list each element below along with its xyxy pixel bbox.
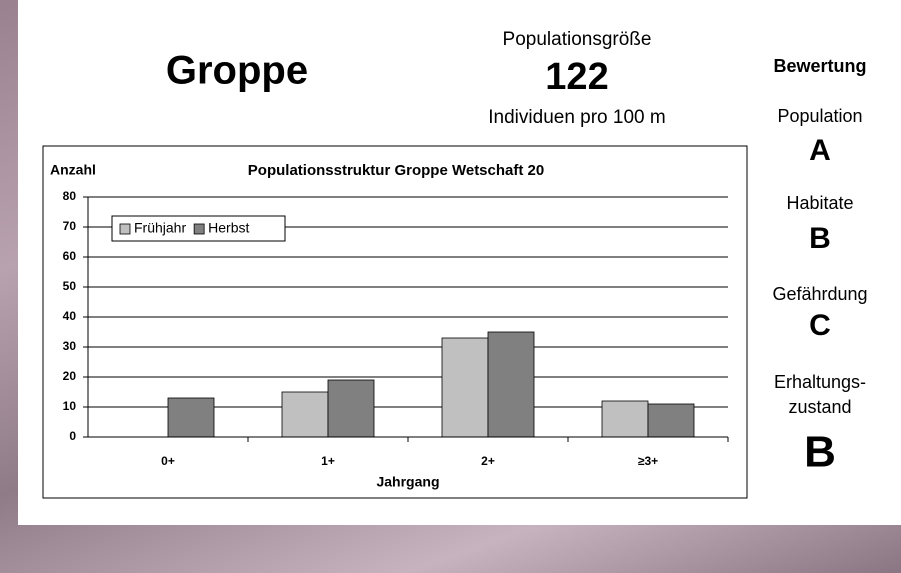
y-tick-label: 80 [63,189,77,203]
rating-label: Gefährdung [772,284,867,304]
chart-frame [43,146,747,498]
y-tick-label: 20 [63,369,77,383]
rating-label: Population [777,106,862,126]
species-title: Groppe [166,49,308,93]
legend-swatch [194,224,204,234]
rating-label: zustand [788,397,851,417]
legend-label: Herbst [208,220,249,236]
rating-label: Habitate [786,193,853,213]
y-tick-label: 60 [63,249,77,263]
size-unit: Individuen pro 100 m [488,107,665,128]
rating-grade: C [809,309,831,342]
bar [442,338,488,437]
bar [648,404,694,437]
x-tick-label: 1+ [321,454,335,468]
y-tick-label: 10 [63,399,77,413]
y-axis-label: Anzahl [50,162,96,178]
rating-grade: B [809,222,831,255]
bar [488,332,534,437]
bar [602,401,648,437]
bar [328,380,374,437]
y-tick-label: 50 [63,279,77,293]
y-tick-label: 0 [69,429,76,443]
size-value: 122 [545,56,608,98]
x-tick-label: ≥3+ [638,454,658,468]
rating-label: Erhaltungs- [774,372,866,392]
bar [282,392,328,437]
rating-grade: B [804,428,836,477]
x-axis-label: Jahrgang [376,474,439,490]
x-tick-label: 2+ [481,454,495,468]
chart-title: Populationsstruktur Groppe Wetschaft 20 [248,162,544,179]
y-tick-label: 40 [63,309,77,323]
legend-swatch [120,224,130,234]
y-tick-label: 70 [63,219,77,233]
rating-grade: A [809,134,831,167]
y-tick-label: 30 [63,339,77,353]
bar [168,398,214,437]
page: Groppe Populationsgröße 122 Individuen p… [0,0,901,573]
poster: Groppe Populationsgröße 122 Individuen p… [0,0,901,573]
rating-title: Bewertung [773,56,866,76]
size-label: Populationsgröße [503,29,652,50]
x-tick-label: 0+ [161,454,175,468]
legend-label: Frühjahr [134,220,186,236]
